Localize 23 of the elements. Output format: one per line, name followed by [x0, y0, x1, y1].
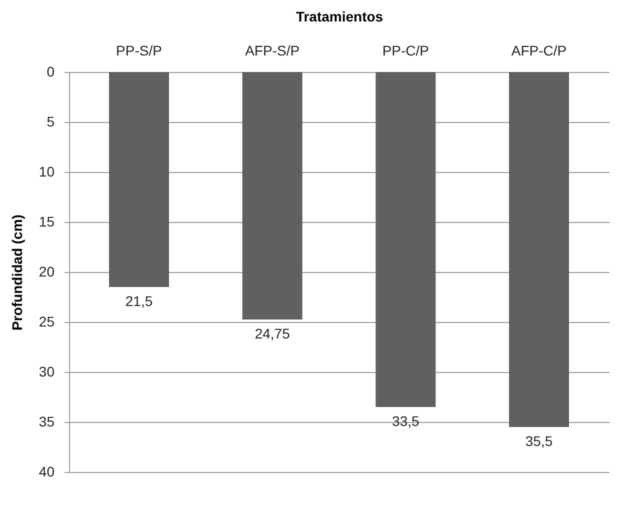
y-axis-title: Profundidad (cm) — [8, 214, 25, 330]
bar — [242, 72, 302, 320]
bar — [109, 72, 169, 287]
x-axis-title: Tratamientos — [296, 8, 384, 24]
bar — [509, 72, 569, 427]
y-tick-label: 40 — [38, 464, 55, 480]
y-tick-label: 25 — [38, 314, 55, 330]
data-label: 21,5 — [125, 293, 153, 309]
data-label: 35,5 — [525, 433, 553, 449]
y-tick-label: 30 — [38, 364, 55, 380]
y-tick-label: 35 — [38, 414, 55, 430]
x-tick-label: PP-S/P — [116, 42, 162, 58]
y-tick-label: 15 — [38, 214, 55, 230]
bar — [376, 72, 436, 407]
x-tick-label: AFP-C/P — [511, 42, 567, 58]
x-tick-label: PP-C/P — [382, 42, 430, 58]
y-tick-label: 0 — [46, 64, 55, 80]
data-label: 33,5 — [392, 413, 420, 429]
x-tick-label: AFP-S/P — [245, 42, 300, 58]
y-tick-label: 20 — [38, 264, 55, 280]
y-tick-label: 5 — [46, 114, 55, 130]
data-label: 24,75 — [254, 326, 290, 342]
y-tick-label: 10 — [38, 164, 55, 180]
